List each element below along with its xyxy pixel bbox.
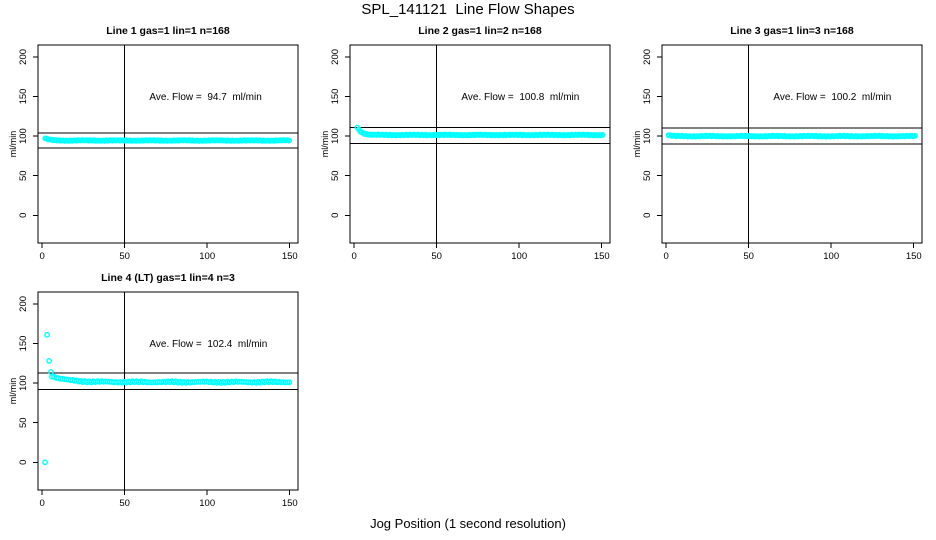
y-axis-label: ml/min <box>320 130 330 158</box>
y-tick-label: 100 <box>18 128 29 144</box>
x-tick-label: 150 <box>906 251 922 262</box>
x-tick-label: 50 <box>743 251 754 262</box>
plot-canvas-line1: 0 50 100 150 0 50 100 150 200 Ave. Flow = 94.7 ml… <box>18 44 299 262</box>
subplot-line1: 0 50 100 150 0 50 100 150 200 Ave. Flow = 94.7 ml… <box>0 18 312 268</box>
y-axis-label: ml/min <box>632 130 642 158</box>
y-axis: 0 50 100 150 200 <box>18 296 38 465</box>
y-tick-label: 150 <box>18 336 29 352</box>
reference-lines <box>38 292 298 490</box>
subplot-title-line3: Line 3 gas=1 lin=3 n=168 <box>730 25 854 37</box>
data-point <box>42 459 48 466</box>
x-tick-label: 0 <box>663 251 668 262</box>
main-title: SPL_141121 Line Flow Shapes <box>361 1 575 18</box>
ave-flow-annotation: Ave. Flow = 100.2 ml/min <box>773 92 891 103</box>
subplot-title-line1: Line 1 gas=1 lin=1 n=168 <box>106 25 230 37</box>
y-tick-label: 200 <box>330 49 341 65</box>
y-tick-label: 50 <box>18 170 29 181</box>
y-tick-label: 200 <box>642 49 653 65</box>
y-tick-label: 100 <box>642 128 653 144</box>
data-point <box>286 379 293 386</box>
reference-lines <box>38 45 298 243</box>
subplot-title-line2: Line 2 gas=1 lin=2 n=168 <box>418 25 542 37</box>
plot-box <box>349 44 611 244</box>
x-axis: 0 50 100 150 <box>663 243 922 262</box>
x-tick-label: 50 <box>119 251 130 262</box>
data-point <box>46 358 52 364</box>
data-point <box>912 132 919 139</box>
subplot-line4: 0 50 100 150 0 50 100 150 200 Ave. Flow = 102.4 m… <box>0 265 312 515</box>
plot-box <box>37 291 299 491</box>
data-point <box>599 132 606 138</box>
y-tick-label: 200 <box>18 296 29 312</box>
x-tick-label: 100 <box>823 251 839 262</box>
y-tick-label: 150 <box>18 89 29 105</box>
y-axis: 0 50 100 150 200 <box>330 49 350 218</box>
plot-box <box>37 44 299 244</box>
reference-lines <box>662 45 922 243</box>
y-tick-label: 150 <box>330 89 341 105</box>
data-points <box>42 135 292 144</box>
x-tick-label: 50 <box>119 498 130 509</box>
x-tick-label: 100 <box>511 251 527 262</box>
y-axis: 0 50 100 150 200 <box>642 49 662 218</box>
x-tick-label: 100 <box>199 498 215 509</box>
y-tick-label: 0 <box>642 213 653 218</box>
y-tick-label: 100 <box>330 128 341 144</box>
y-axis-label: ml/min <box>8 130 18 158</box>
y-tick-label: 0 <box>18 460 29 465</box>
x-axis: 0 50 100 150 <box>39 243 298 262</box>
y-tick-label: 100 <box>18 375 29 391</box>
y-tick-label: 200 <box>18 49 29 65</box>
plot-canvas-line2: 0 50 100 150 0 50 100 150 200 Ave. Flow = 100.8 m… <box>330 44 611 262</box>
y-tick-label: 0 <box>18 213 29 218</box>
data-point <box>48 369 54 375</box>
x-axis: 0 50 100 150 <box>39 490 298 509</box>
data-point <box>286 137 292 144</box>
subplot-line3: 0 50 100 150 0 50 100 150 200 Ave. Flow = 100.2 m… <box>624 18 936 268</box>
x-tick-label: 0 <box>39 498 44 509</box>
y-axis: 0 50 100 150 200 <box>18 49 38 218</box>
y-tick-label: 50 <box>18 417 29 428</box>
subplot-title-line4: Line 4 (LT) gas=1 lin=4 n=3 <box>101 272 235 284</box>
plot-canvas-line3: 0 50 100 150 0 50 100 150 200 Ave. Flow = 100.2 m… <box>642 44 923 262</box>
x-axis: 0 50 100 150 <box>351 243 610 262</box>
x-tick-label: 150 <box>282 498 298 509</box>
x-tick-label: 0 <box>351 251 356 262</box>
plot-canvas-line4: 0 50 100 150 0 50 100 150 200 Ave. Flow = 102.4 m… <box>18 291 299 509</box>
y-axis-label: ml/min <box>8 377 18 405</box>
x-tick-label: 0 <box>39 251 44 262</box>
x-axis-label: Jog Position (1 second resolution) <box>370 516 566 531</box>
plot-box <box>661 44 923 244</box>
subplot-line2: 0 50 100 150 0 50 100 150 200 Ave. Flow = 100.8 m… <box>312 18 624 268</box>
x-tick-label: 150 <box>594 251 610 262</box>
reference-lines <box>350 45 610 243</box>
x-tick-label: 100 <box>199 251 215 262</box>
data-point <box>44 331 50 338</box>
ave-flow-annotation: Ave. Flow = 100.8 ml/min <box>461 92 579 103</box>
x-tick-label: 50 <box>431 251 442 262</box>
data-points <box>665 132 919 140</box>
y-tick-label: 50 <box>642 170 653 181</box>
y-tick-label: 50 <box>330 170 341 181</box>
data-points <box>354 124 606 139</box>
ave-flow-annotation: Ave. Flow = 94.7 ml/min <box>149 92 261 103</box>
ave-flow-annotation: Ave. Flow = 102.4 ml/min <box>149 339 267 350</box>
x-tick-label: 150 <box>282 251 298 262</box>
data-points <box>42 331 293 466</box>
y-tick-label: 0 <box>330 213 341 218</box>
y-tick-label: 150 <box>642 89 653 105</box>
